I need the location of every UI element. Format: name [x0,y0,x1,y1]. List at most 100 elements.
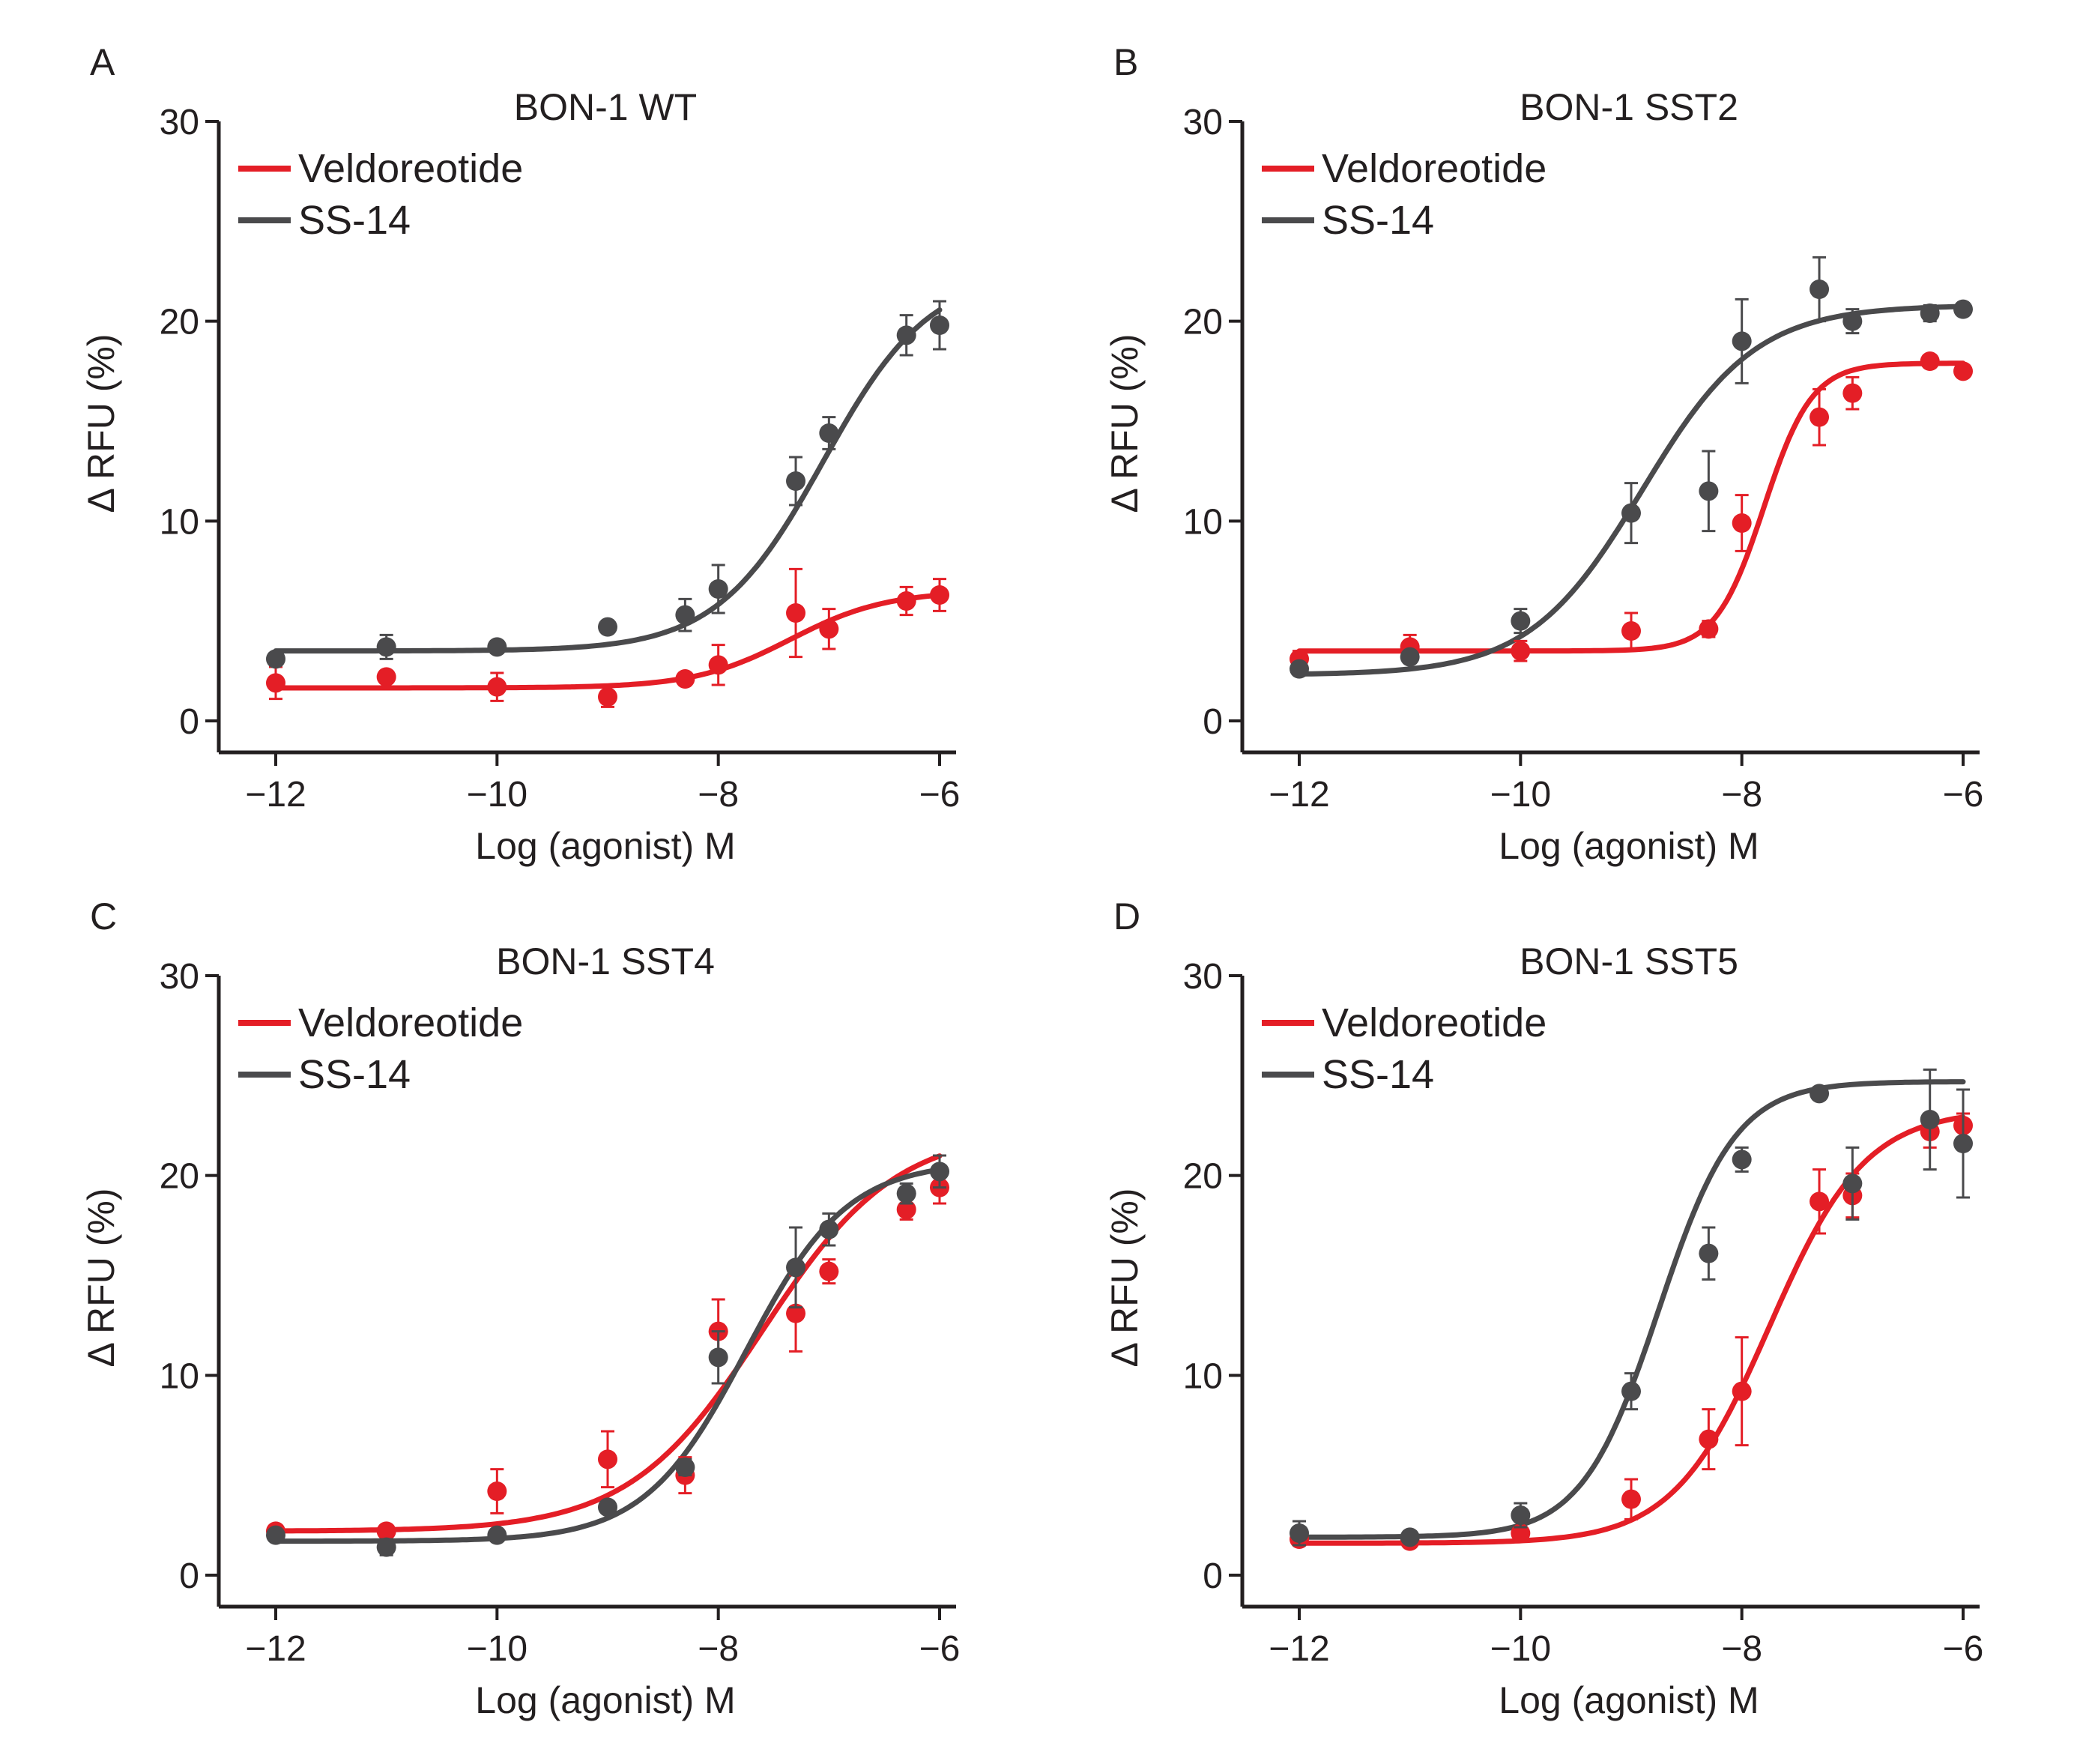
y-axis-label: Δ RFU (%) [80,334,122,513]
data-point [1920,351,1940,371]
y-tick-label: 30 [160,103,199,142]
x-tick-label: −12 [1269,775,1329,815]
x-tick-label: −6 [1943,1629,1984,1669]
data-point [1842,1174,1863,1194]
x-tick-label: −10 [1490,1629,1551,1669]
data-point [1621,503,1641,523]
x-tick-label: −10 [467,1629,527,1669]
data-point [1699,481,1719,501]
data-point [1511,641,1531,661]
data-point [930,315,949,335]
x-axis-label: Log (agonist) M [1499,1679,1759,1721]
data-point [1511,611,1531,631]
legend-label: SS-14 [1322,1052,1434,1097]
data-point [930,1162,949,1182]
data-point [675,1458,695,1477]
data-point [1842,311,1863,331]
data-point [786,1257,806,1278]
y-tick-label: 30 [1183,103,1223,142]
x-axis-label: Log (agonist) M [1499,825,1759,867]
data-point [487,677,507,697]
x-tick-label: −6 [919,1629,961,1669]
x-tick-label: −12 [245,775,306,815]
y-tick-label: 0 [179,702,199,742]
data-point [1810,1084,1830,1104]
legend-label: Veldoreotide [1322,1000,1547,1045]
data-point [1400,1527,1420,1547]
data-point [896,591,916,611]
data-point [1810,280,1830,299]
chart-panel-c: C BON-1 SST4 0 10 20 30 −12 −10 −8 −6 Log (agonist… [80,895,960,1721]
data-point [487,1525,507,1545]
data-point [266,649,285,669]
x-tick-label: −8 [698,775,739,815]
data-point [1732,1381,1752,1401]
panel-letter: D [1113,895,1140,937]
y-tick-label: 20 [1183,1157,1223,1197]
data-point [1953,1134,1973,1153]
data-point [786,471,806,491]
chart-title: BON-1 SST5 [1520,940,1738,982]
data-point [708,655,728,675]
x-tick-label: −10 [467,775,527,815]
legend-label: Veldoreotide [1322,146,1547,191]
x-tick-label: −10 [1490,775,1551,815]
y-tick-label: 30 [1183,957,1223,997]
panel-letter: B [1113,41,1138,83]
legend-label: SS-14 [298,198,411,243]
data-point [1511,1505,1531,1525]
data-point [1699,1243,1719,1263]
data-point [266,1525,285,1545]
panel-letter: C [90,895,117,937]
fit-curve-ss-14 [1296,1079,1966,1540]
y-tick-label: 30 [160,957,199,997]
data-point [1732,1150,1752,1170]
data-point [1699,1429,1719,1449]
chart-title: BON-1 WT [514,86,697,128]
data-point [1699,619,1719,639]
chart-panel-a: A BON-1 WT 0 10 20 30 −12 −10 −8 −6 Log (agonist) … [80,41,960,867]
data-point [1290,1523,1309,1543]
x-tick-label: −8 [1721,1629,1762,1669]
panel-letter: A [90,41,115,83]
x-tick-label: −8 [1721,775,1762,815]
data-point [376,1521,396,1541]
y-tick-label: 10 [1183,1356,1223,1396]
fit-curve-veldoreotide [273,592,943,691]
data-point [376,1537,396,1557]
y-axis-label: Δ RFU (%) [80,1188,122,1368]
data-point [1290,659,1309,679]
data-point [930,585,949,605]
legend-label: SS-14 [298,1052,411,1097]
data-point [266,673,285,693]
data-point [1400,647,1420,667]
chart-panel-b: B BON-1 SST2 0 10 20 30 −12 −10 −8 −6 Log (agonist… [1104,41,1983,867]
x-tick-label: −12 [245,1629,306,1669]
data-point [1920,303,1940,323]
data-point [675,605,695,625]
data-point [487,1481,507,1501]
chart-title: BON-1 SST4 [496,940,715,982]
data-point [1621,621,1641,641]
y-axis-label: Δ RFU (%) [1104,1188,1146,1368]
y-tick-label: 10 [160,502,199,542]
data-point [598,687,617,707]
data-point [896,325,916,345]
y-tick-label: 0 [179,1556,199,1596]
legend-label: Veldoreotide [298,1000,523,1045]
x-axis-label: Log (agonist) M [475,1679,735,1721]
data-point [819,1219,839,1239]
y-tick-label: 0 [1203,702,1223,742]
y-tick-label: 20 [160,303,199,342]
data-point [708,579,728,599]
data-point [1842,383,1863,403]
data-point [598,617,617,637]
legend-label: SS-14 [1322,198,1434,243]
data-point [1810,407,1830,427]
y-tick-label: 10 [1183,502,1223,542]
data-point [1953,299,1973,319]
data-point [708,1347,728,1368]
data-point [1920,1110,1940,1129]
y-tick-label: 20 [160,1157,199,1197]
